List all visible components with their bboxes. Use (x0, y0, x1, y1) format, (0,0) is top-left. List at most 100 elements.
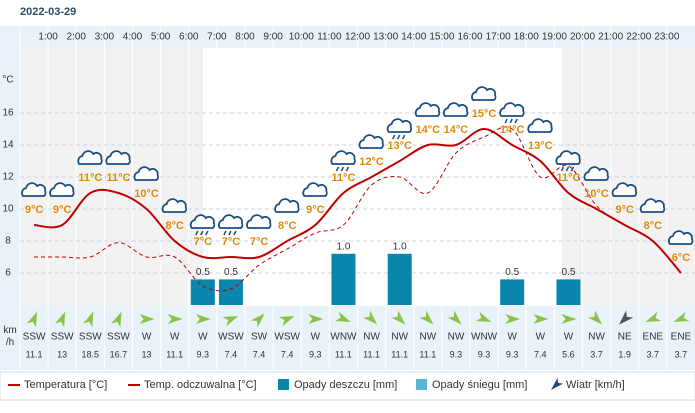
wind-direction: NW (588, 332, 605, 343)
legend-arrow (551, 377, 564, 390)
wind-speed: 9.3 (450, 349, 463, 359)
wind-direction: W (536, 332, 546, 343)
drop (560, 166, 565, 172)
temp-label: 14°C (500, 124, 525, 136)
hour-strip (0, 26, 695, 48)
x-tick-label: 12:00 (345, 32, 370, 43)
temp-label: 8°C (165, 220, 184, 232)
drop (223, 230, 227, 236)
rain-label: 1.0 (393, 241, 407, 252)
weather-icon (189, 214, 216, 236)
temp-label: 15°C (472, 108, 497, 120)
cloud (49, 182, 75, 197)
wind-speed: 9.3 (197, 349, 210, 359)
wind-speed: 11.1 (419, 349, 436, 359)
wind-direction: SW (251, 332, 268, 343)
wind-arrow (561, 314, 577, 324)
wind-arrow (308, 314, 324, 324)
rain-label: 0.5 (224, 267, 238, 278)
drop (335, 166, 340, 172)
temp-label: 9°C (306, 204, 325, 216)
x-tick-label: 5:00 (151, 32, 171, 43)
weather-icon (217, 214, 244, 236)
wind-arrow (278, 315, 295, 327)
drop (340, 166, 345, 172)
y-axis-label: °C (2, 75, 13, 86)
wind-direction: ENE (671, 332, 692, 343)
legend-swatch (278, 379, 289, 390)
x-tick-label: 3:00 (95, 32, 115, 43)
wind-speed: 13 (142, 349, 152, 359)
wind-arrow (195, 314, 211, 324)
weather-icon (246, 214, 272, 229)
wind-speed: 3.7 (590, 349, 603, 359)
wind-unit: km/h (3, 325, 16, 348)
x-tick-label: 14:00 (401, 32, 426, 43)
temp-label: 8°C (644, 220, 663, 232)
x-tick-label: 23:00 (654, 32, 679, 43)
temp-label: 11°C (331, 172, 355, 184)
wind-direction: NW (419, 332, 436, 343)
weather-icon (667, 230, 694, 245)
x-tick-label: 20:00 (570, 32, 595, 43)
temp-label: 13°C (387, 140, 412, 152)
legend-label: Opady deszczu [mm] (294, 379, 397, 391)
x-tick-label: 18:00 (514, 32, 539, 43)
temp-label: 7°C (222, 236, 241, 248)
temp-label: 11°C (106, 172, 130, 184)
cloud (555, 150, 581, 165)
cloud (499, 102, 525, 117)
y-tick-label: 6 (5, 268, 11, 279)
cloud (386, 118, 413, 133)
drop (570, 166, 575, 172)
wind-speed: 9.3 (506, 349, 519, 359)
x-tick-label: 2:00 (67, 32, 87, 43)
rain-label: 0.5 (505, 267, 519, 278)
wind-speed: 9.3 (309, 349, 322, 359)
rain-bar (387, 253, 412, 305)
wind-arrow (645, 311, 662, 323)
x-tick-label: 1:00 (38, 32, 58, 43)
legend-label: Temperatura [°C] (24, 379, 107, 391)
wind-direction: SSW (107, 332, 130, 343)
temp-label: 10°C (134, 188, 159, 200)
wind-arrow (83, 311, 94, 328)
wind-arrow (111, 311, 122, 328)
wind-arrow (335, 311, 351, 323)
temp-label: 11°C (556, 172, 580, 184)
wind-direction: SSW (79, 332, 102, 343)
wind-speed: 18.5 (82, 349, 100, 359)
wind-direction: W (507, 332, 517, 343)
legend-label: Opady śniegu [mm] (432, 379, 527, 391)
cloud (414, 102, 441, 117)
wind-direction: W (311, 332, 321, 343)
x-tick-label: 21:00 (598, 32, 623, 43)
drop (392, 134, 396, 140)
x-tick-label: 16:00 (457, 32, 482, 43)
wind-direction: ENE (643, 332, 664, 343)
wind-speed: 11.1 (166, 349, 183, 359)
wind-direction: WSW (218, 332, 244, 343)
wind-direction: NW (363, 332, 380, 343)
wind-speed: 11.1 (26, 349, 43, 359)
wind-strip (0, 306, 695, 370)
weather-icon (527, 118, 553, 133)
x-tick-label: 4:00 (123, 32, 143, 43)
wind-speed: 3.7 (647, 349, 660, 359)
drop (509, 118, 513, 124)
cloud (217, 214, 244, 229)
weather-icon (133, 166, 159, 181)
wind-arrow (250, 313, 265, 328)
weather-icon (386, 118, 413, 140)
wind-speed: 11.1 (363, 349, 380, 359)
legend-label: Wiatr [km/h] (566, 379, 625, 391)
x-tick-label: 17:00 (486, 32, 511, 43)
wind-arrow (167, 314, 183, 324)
temp-label: 14°C (444, 124, 469, 136)
weather-icon (21, 182, 47, 197)
rain-label: 0.5 (561, 267, 575, 278)
x-tick-label: 13:00 (373, 32, 398, 43)
cloud (21, 182, 47, 197)
x-tick-label: 15:00 (429, 32, 454, 43)
drop (514, 118, 518, 124)
